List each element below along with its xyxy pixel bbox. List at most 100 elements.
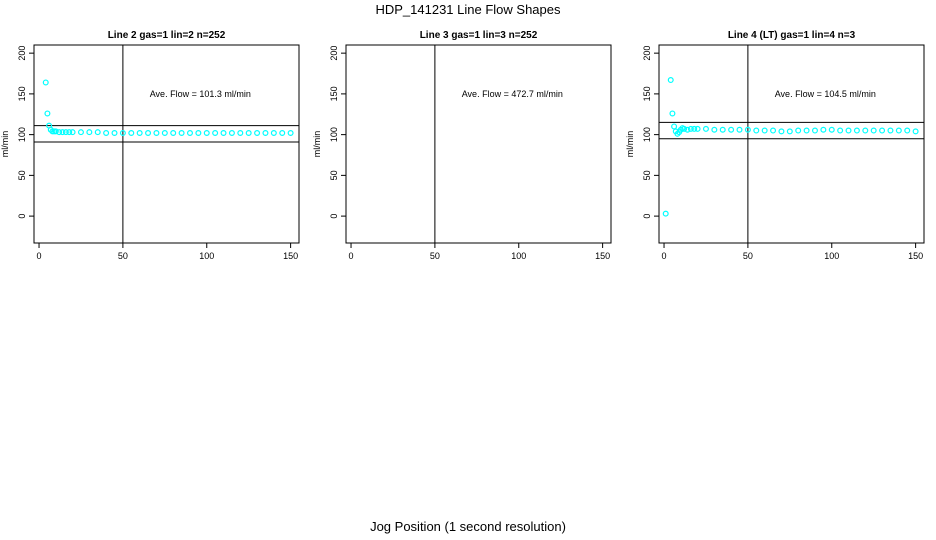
- data-point: [828, 126, 835, 133]
- y-tick-label: 0: [17, 214, 27, 219]
- data-point: [86, 129, 93, 136]
- panel-title: Line 3 gas=1 lin=3 n=252: [420, 30, 538, 41]
- data-point: [667, 77, 674, 84]
- data-point: [711, 126, 718, 133]
- y-tick-label: 150: [642, 86, 652, 101]
- x-tick-label: 100: [199, 251, 214, 261]
- data-point: [44, 110, 51, 117]
- y-tick-label: 0: [642, 214, 652, 219]
- data-point: [753, 127, 760, 134]
- x-tick-label: 150: [908, 251, 923, 261]
- data-point: [245, 130, 252, 137]
- data-point: [69, 129, 76, 136]
- data-point: [136, 130, 143, 137]
- data-point: [56, 129, 63, 136]
- data-point: [212, 130, 219, 137]
- y-tick-label: 50: [642, 170, 652, 180]
- panel-3: Line 4 (LT) gas=1 lin=4 n=3 0 50 100 150 0 50 1…: [625, 30, 925, 261]
- y-tick-label: 100: [17, 127, 27, 142]
- data-point: [119, 130, 126, 137]
- plot-frame: [658, 44, 925, 244]
- data-point: [837, 127, 844, 134]
- data-point: [879, 127, 886, 134]
- data-point: [702, 125, 709, 132]
- data-point: [62, 129, 69, 136]
- data-point: [671, 123, 678, 130]
- x-axis-label: Jog Position (1 second resolution): [370, 519, 566, 534]
- data-point: [237, 130, 244, 137]
- data-point: [669, 110, 676, 117]
- data-point: [128, 130, 135, 137]
- x-tick-label: 150: [595, 251, 610, 261]
- data-point: [811, 127, 818, 134]
- data-point: [674, 130, 681, 137]
- y-tick-label: 150: [17, 86, 27, 101]
- data-point: [761, 127, 768, 134]
- data-point: [178, 130, 185, 137]
- panel-title: Line 2 gas=1 lin=2 n=252: [108, 30, 226, 41]
- x-tick-label: 100: [824, 251, 839, 261]
- data-point: [203, 130, 210, 137]
- data-point: [887, 127, 894, 134]
- data-point: [279, 130, 286, 137]
- data-point: [719, 126, 726, 133]
- data-point: [254, 130, 261, 137]
- data-point: [59, 129, 66, 136]
- x-tick-label: 0: [349, 251, 354, 261]
- data-point: [220, 130, 227, 137]
- data-point: [153, 130, 160, 137]
- y-tick-label: 50: [17, 170, 27, 180]
- y-axis-label: ml/min: [0, 131, 10, 158]
- data-point: [103, 130, 110, 137]
- data-point: [778, 128, 785, 135]
- chart-title: HDP_141231 Line Flow Shapes: [375, 2, 561, 17]
- y-tick-label: 200: [329, 46, 339, 61]
- data-point: [691, 125, 698, 132]
- y-tick-label: 200: [17, 46, 27, 61]
- data-point: [677, 126, 684, 133]
- data-point: [870, 127, 877, 134]
- data-point: [145, 130, 152, 137]
- data-point: [687, 125, 694, 132]
- plot-frame: [345, 44, 612, 244]
- data-point: [694, 125, 701, 132]
- y-tick-label: 100: [642, 127, 652, 142]
- data-point: [186, 130, 193, 137]
- data-point: [736, 126, 743, 133]
- data-point: [895, 127, 902, 134]
- panel-title: Line 4 (LT) gas=1 lin=4 n=3: [728, 30, 856, 41]
- data-point: [681, 125, 688, 132]
- data-point: [912, 128, 919, 135]
- plot-frame: [33, 44, 300, 244]
- data-point: [161, 130, 168, 137]
- x-tick-label: 150: [283, 251, 298, 261]
- data-point: [904, 127, 911, 134]
- data-point: [662, 210, 669, 217]
- data-point: [94, 129, 101, 136]
- data-point: [170, 130, 177, 137]
- panel-2: Line 3 gas=1 lin=3 n=252 0 50 100 150 0 50 100 1…: [312, 30, 612, 261]
- data-point: [853, 127, 860, 134]
- x-tick-label: 50: [743, 251, 753, 261]
- data-point: [66, 129, 73, 136]
- y-tick-label: 200: [642, 46, 652, 61]
- data-point: [786, 128, 793, 135]
- y-tick-label: 150: [329, 86, 339, 101]
- x-tick-label: 100: [511, 251, 526, 261]
- data-point: [684, 126, 691, 133]
- data-point: [728, 126, 735, 133]
- average-flow-annotation: Ave. Flow = 101.3 ml/min: [150, 89, 251, 99]
- y-axis-label: ml/min: [625, 131, 635, 158]
- y-tick-label: 0: [329, 214, 339, 219]
- data-point: [770, 127, 777, 134]
- panel-1: Line 2 gas=1 lin=2 n=252 0 50 100 150 0 50 100 1…: [0, 30, 300, 261]
- data-point: [862, 127, 869, 134]
- data-point: [228, 130, 235, 137]
- average-flow-annotation: Ave. Flow = 104.5 ml/min: [775, 89, 876, 99]
- x-tick-label: 0: [662, 251, 667, 261]
- data-point: [803, 127, 810, 134]
- x-tick-label: 50: [430, 251, 440, 261]
- data-point: [262, 130, 269, 137]
- data-point: [52, 128, 59, 135]
